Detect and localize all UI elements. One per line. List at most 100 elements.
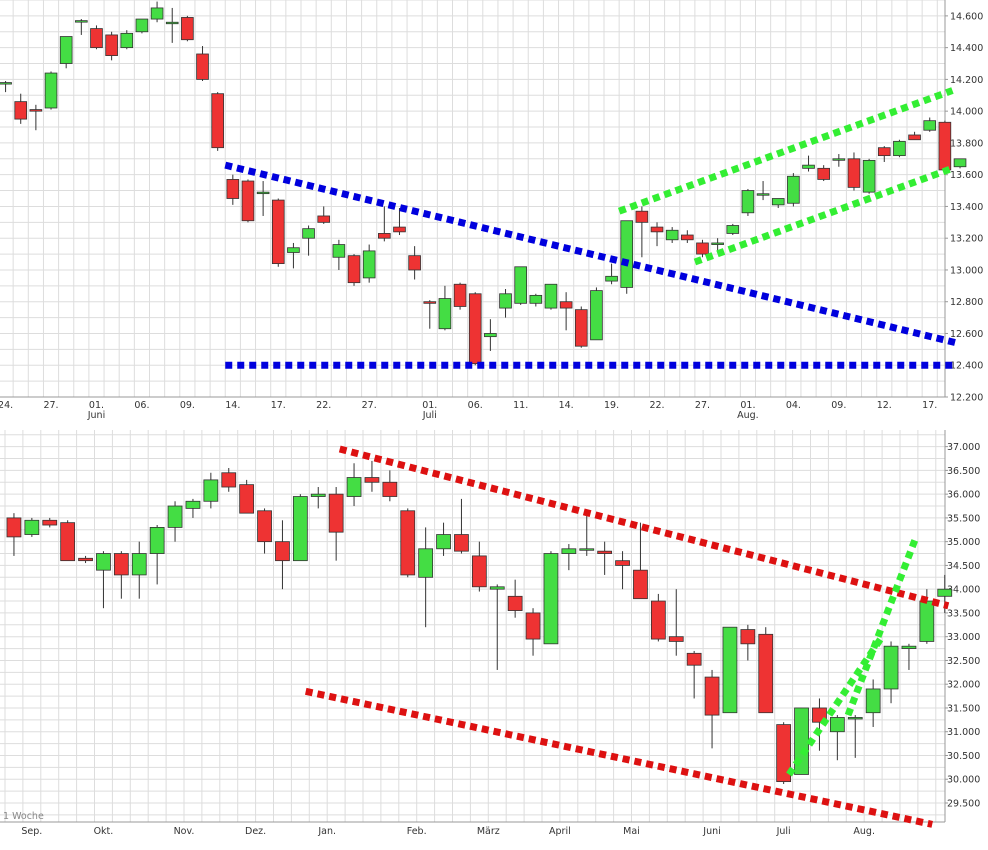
panel-1-x-tick-label: 01. — [89, 400, 104, 411]
panel-1-candle-up — [44, 72, 58, 109]
panel-1-x-tick-label: 27. — [43, 400, 58, 411]
panel-1-x-tick-label: 27. — [362, 400, 377, 411]
panel-1-candle-up — [499, 293, 512, 309]
panel-2-candle-down — [328, 493, 344, 533]
panel-2-candle-down — [740, 629, 756, 645]
panel-2-x-tick-label: Mai — [623, 826, 640, 837]
panel-2-candle-up — [829, 717, 845, 733]
panel-1-candle-down — [226, 179, 240, 199]
panel-2-candle-down — [275, 541, 290, 562]
panel-2-candle-down — [758, 633, 774, 714]
panel-1-candle-up — [256, 191, 270, 195]
panel-1-candle-up — [620, 220, 634, 288]
panel-1-candle-down — [650, 226, 664, 233]
panel-2-y-tick-label: 34.000 — [947, 585, 980, 596]
panel-1-candle-up — [75, 20, 88, 23]
panel-2-candle-down — [221, 472, 237, 488]
panel-1-x-tick-label: 11. — [513, 400, 528, 411]
panel-2-candle-down — [454, 534, 469, 552]
panel-1-candle-up — [665, 229, 679, 241]
panel-2-period-label: 1 Woche — [3, 811, 44, 822]
panel-2-y-tick-label: 33.000 — [947, 632, 980, 643]
panel-2-y-tick-label: 36.500 — [947, 466, 980, 477]
panel-2-x-tick-label: Dez. — [245, 826, 266, 837]
panel-2-y-tick-label: 33.500 — [947, 608, 980, 619]
panel-2-x-tick-label: April — [549, 826, 571, 837]
panel-2-candle-up — [167, 505, 183, 528]
panel-1-x-tick-label: 19. — [604, 400, 619, 411]
panel-2-x-tick-label: Okt. — [94, 826, 114, 837]
panel-2-x-tick-label: Juni — [702, 826, 720, 837]
panel-1-x-tick-label: 01. — [422, 400, 437, 411]
panel-2-candle-up — [346, 477, 362, 497]
panel-2-candle-up — [292, 496, 308, 562]
panel-2-candle-down — [507, 595, 523, 611]
panel-2-y-tick-label: 31.500 — [947, 703, 980, 714]
panel-1-candle-down — [817, 167, 830, 180]
panel-1-candle-up — [544, 283, 558, 309]
panel-2-trendline-green — [844, 535, 920, 717]
panel-2-y-tick-label: 31.000 — [947, 727, 980, 738]
panel-1-y-tick-label: 14.200 — [950, 75, 983, 86]
panel-1-candle-down — [938, 121, 952, 171]
panel-1-candle-down — [681, 234, 694, 241]
panel-1-candle-up — [726, 225, 740, 234]
panel-1-x-tick-sublabel: Aug. — [737, 410, 759, 421]
panel-1-candle-up — [362, 250, 376, 279]
panel-1-candle-up — [150, 7, 164, 20]
panel-1-candle-up — [862, 159, 876, 193]
panel-2-candle-up — [579, 548, 595, 551]
panel-2-candle-down — [668, 636, 684, 642]
panel-2-candle-up — [722, 626, 738, 714]
panel-1-candle-down — [696, 242, 709, 255]
panel-1-candle-up — [590, 290, 603, 341]
panel-2-y-tick-label: 36.000 — [947, 490, 980, 501]
panel-2-candle-down — [6, 517, 22, 538]
panel-1-x-tick-label: 04. — [786, 400, 801, 411]
panel-1-candle-down — [105, 34, 118, 56]
panel-1-candle-up — [438, 298, 452, 330]
panel-2-x-tick-label: Feb. — [407, 826, 427, 837]
panel-2-y-tick-label: 30.500 — [947, 751, 980, 762]
panel-1-candle-up — [302, 228, 315, 239]
panel-1-y-tick-label: 12.600 — [950, 329, 983, 340]
panel-1-candle-down — [908, 134, 921, 141]
panel-1-candle-down — [241, 180, 255, 222]
panel-2-candle-up — [149, 527, 165, 554]
panel-1-candle-up — [953, 158, 967, 168]
panel-2-candle-down — [597, 550, 613, 554]
panel-1-candle-down — [347, 255, 361, 284]
panel-1-candle-down — [90, 28, 103, 49]
panel-2-candle-up — [847, 717, 863, 720]
panel-2-x-tick-label: März — [477, 826, 500, 837]
panel-2-trendline-red — [304, 687, 933, 828]
panel-1-candle-up — [893, 140, 906, 157]
panel-1-candle-down — [423, 301, 437, 304]
panel-2-trendline-red — [338, 445, 950, 610]
panel-2-candle-down — [776, 724, 792, 783]
panel-2-candle-down — [364, 477, 380, 483]
panel-2-y-tick-label: 30.000 — [947, 775, 980, 786]
panel-1-candle-down — [196, 53, 209, 80]
panel-2-candle-up — [203, 479, 219, 502]
panel-1-y-tick-label: 13.400 — [950, 202, 983, 213]
panel-1-y-tick-label: 14.400 — [950, 43, 983, 54]
panel-1-x-tick-label: 06. — [468, 400, 483, 411]
panel-2-candle-up — [24, 519, 40, 535]
panel-1-x-tick-label: 22. — [649, 400, 664, 411]
panel-1-x-tick-label: 17. — [922, 400, 937, 411]
panel-2-y-tick-label: 35.000 — [947, 537, 980, 548]
panel-2-y-tick-label: 34.500 — [947, 561, 980, 572]
panel-1-y-tick-label: 14.000 — [950, 107, 983, 118]
panel-2-candle-down — [633, 569, 648, 600]
panel-2-y-tick-label: 29.500 — [947, 798, 980, 809]
panel-1-x-tick-label: 22. — [316, 400, 331, 411]
panel-2-x-tick-label: Nov. — [174, 826, 195, 837]
panel-2-candle-up — [919, 600, 935, 642]
panel-1-candle-down — [635, 210, 649, 223]
panel-2-candle-down — [382, 481, 398, 497]
panel-2-candle-up — [883, 645, 899, 690]
panel-2-candle-down — [113, 553, 129, 576]
panel-2-candle-down — [239, 484, 255, 514]
